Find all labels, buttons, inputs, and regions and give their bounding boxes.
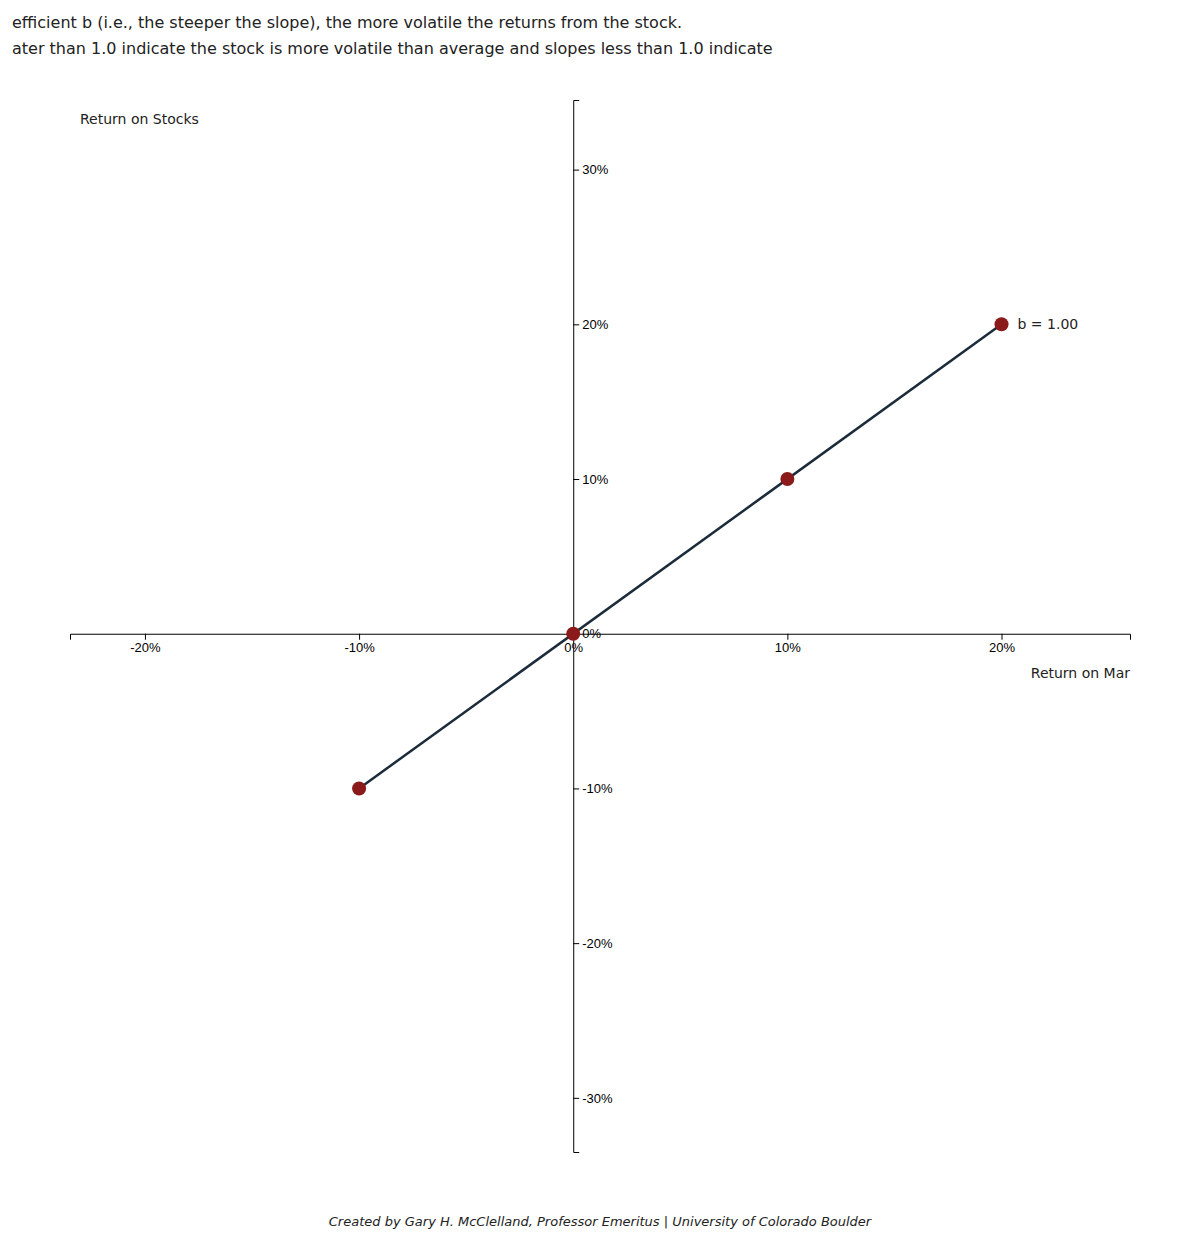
chart: efficient b (i.e., the steeper the slope… (0, 0, 1200, 1242)
y-tick: -10% (573, 781, 613, 796)
title: efficient b (i.e., the steeper the slope… (12, 13, 682, 32)
y-tick-mark (573, 479, 579, 480)
point (566, 627, 580, 641)
x-tick: -10% (344, 634, 375, 655)
y-tick: 20% (573, 317, 608, 332)
x-tick-label: 10% (775, 640, 801, 655)
point (352, 781, 366, 795)
y-tick-mark (573, 943, 579, 944)
x-tick-label: 20% (989, 640, 1015, 655)
x-tick-label: -20% (130, 640, 161, 655)
y-tick-label: -10% (582, 781, 613, 796)
y-axis-label: Return on Stocks (80, 111, 199, 127)
x-tick-mark (1002, 634, 1003, 640)
x-tick-label: -10% (344, 640, 375, 655)
x-tick: -20% (130, 634, 161, 655)
y-tick: -20% (573, 936, 613, 951)
plot-area: -20%-10%0%10%20%-30%-20%-10%0%10%20%30%R… (71, 101, 1131, 1153)
y-tick-label: 0% (582, 626, 601, 641)
y-axis: -30% -20% -10% 0% 10% 20% 30% (573, 101, 613, 1153)
y-axis-line (574, 101, 580, 1153)
x-tick-mark (359, 634, 360, 640)
subtitle: ater than 1.0 indicate the stock is more… (12, 39, 773, 58)
point (780, 472, 794, 486)
x-tick-mark (145, 634, 146, 640)
x-tick-mark (787, 634, 788, 640)
y-tick-mark (573, 788, 579, 789)
marks (352, 317, 1008, 795)
footer: Created by Gary H. McClelland, Professor… (329, 1214, 873, 1229)
y-tick-label: -30% (582, 1091, 613, 1106)
y-tick: -30% (573, 1091, 613, 1106)
point (995, 317, 1009, 331)
y-tick-mark (573, 170, 579, 171)
y-tick: 30% (573, 162, 608, 177)
y-tick: 10% (573, 472, 608, 487)
y-tick-label: 10% (582, 472, 608, 487)
x-axis-label: Return on Mar (1031, 665, 1130, 681)
y-tick-label: 20% (582, 317, 608, 332)
x-tick: 10% (775, 634, 801, 655)
y-tick-label: 30% (582, 162, 608, 177)
x-tick: 20% (989, 634, 1015, 655)
line (359, 324, 1001, 788)
y-tick-label: -20% (582, 936, 613, 951)
y-tick-mark (573, 1098, 579, 1099)
y-tick-mark (573, 324, 579, 325)
line-label: b = 1.00 (1018, 316, 1079, 332)
